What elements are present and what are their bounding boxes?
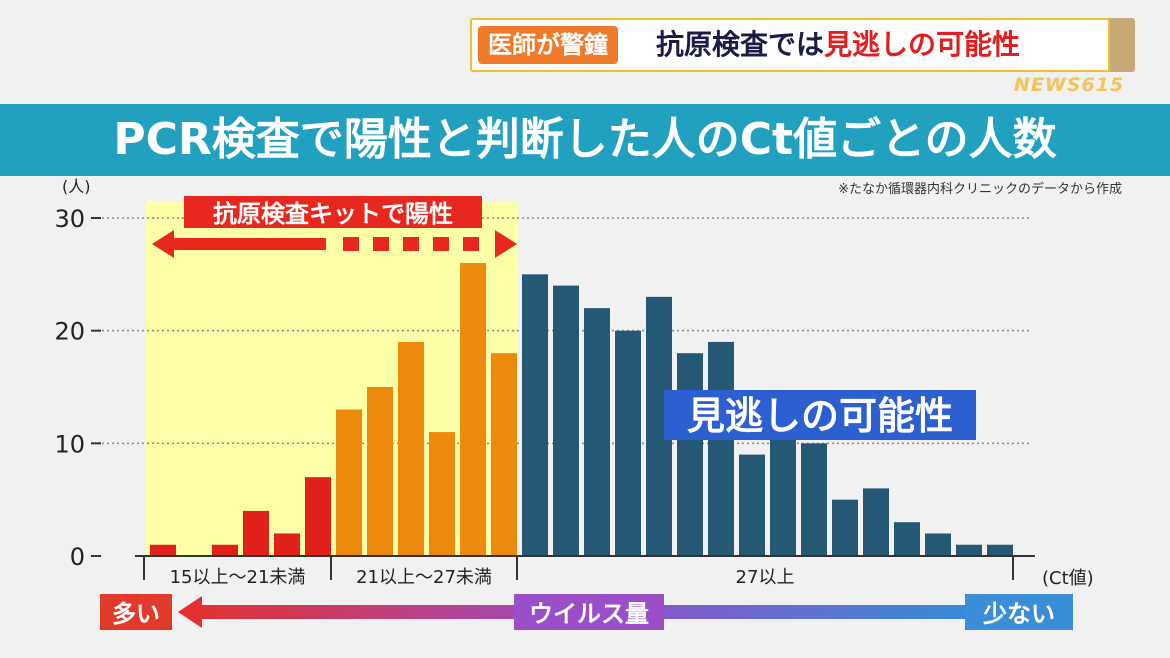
antigen-range-arrow bbox=[152, 230, 517, 258]
group-label: 15以上〜21未満 bbox=[170, 567, 306, 588]
top-caption: 医師が警鐘 抗原検査では見逃しの可能性 bbox=[470, 18, 1135, 72]
bar bbox=[274, 533, 300, 556]
bars bbox=[150, 263, 1013, 556]
group-label: 21以上〜27未満 bbox=[356, 567, 492, 588]
bar bbox=[367, 387, 393, 556]
virus-amount-axis: 多い ウイルス量 少ない bbox=[100, 594, 1073, 630]
bar bbox=[460, 263, 486, 556]
bar bbox=[584, 308, 610, 556]
y-tick-label: 0 bbox=[70, 543, 85, 571]
antigen-label: 抗原検査キットで陽性 bbox=[213, 200, 453, 228]
annotation-box bbox=[664, 390, 976, 440]
bar bbox=[553, 285, 579, 556]
group-label: 27以上 bbox=[736, 567, 795, 588]
network-logo: NEWS615 bbox=[1014, 74, 1125, 96]
bar bbox=[894, 522, 920, 556]
arrow-dash bbox=[373, 237, 389, 251]
bar-chart: 0 10 20 30 (人) 15以上〜21未満 21以上〜27未満 27以上 (Ct値)… bbox=[54, 177, 1094, 589]
bar bbox=[212, 544, 238, 556]
highlight-region bbox=[146, 202, 517, 556]
bar bbox=[801, 443, 827, 556]
arrow-head-right bbox=[495, 230, 517, 258]
y-tick-label: 20 bbox=[54, 318, 85, 346]
y-ticks: 0 10 20 30 bbox=[54, 205, 101, 571]
annotation-text: 見逃しの可能性 bbox=[687, 394, 953, 438]
arrow-dash bbox=[433, 237, 449, 251]
y-tick-label: 30 bbox=[54, 205, 85, 233]
bar bbox=[150, 544, 176, 556]
source-note: ※たなか循環器内科クリニックのデータから作成 bbox=[838, 182, 1122, 197]
caption-text-dark: 抗原検査では bbox=[656, 28, 825, 61]
bar bbox=[956, 544, 982, 556]
group-ticks bbox=[143, 556, 1014, 580]
bar bbox=[677, 353, 703, 556]
title-banner: PCR検査で陽性と判断した人のCt値ごとの人数 bbox=[0, 104, 1170, 176]
caption-text-red: 見逃しの可能性 bbox=[824, 28, 1021, 61]
arrow-head-left bbox=[152, 230, 174, 258]
bar bbox=[708, 341, 734, 556]
virus-label-box bbox=[514, 594, 664, 630]
virus-few-label: 少ない bbox=[982, 600, 1055, 628]
arrow-dash bbox=[343, 237, 359, 251]
bar bbox=[615, 330, 641, 556]
bar bbox=[491, 353, 517, 556]
caption-text: 抗原検査では見逃しの可能性 bbox=[656, 24, 1020, 66]
virus-many-box bbox=[100, 594, 172, 630]
arrow-dash bbox=[463, 237, 479, 251]
bar bbox=[429, 432, 455, 556]
virus-amount-label: ウイルス量 bbox=[529, 600, 649, 628]
bar bbox=[243, 510, 269, 556]
virus-few-box bbox=[965, 594, 1073, 630]
bar bbox=[863, 488, 889, 556]
bar bbox=[987, 544, 1013, 556]
antigen-label-box bbox=[184, 196, 482, 228]
bar bbox=[336, 409, 362, 556]
bar bbox=[770, 432, 796, 556]
bar bbox=[305, 477, 331, 556]
banner-title: PCR検査で陽性と判断した人のCt値ごとの人数 bbox=[113, 114, 1057, 165]
x-axis-label: (Ct値) bbox=[1042, 568, 1094, 589]
virus-many-label: 多い bbox=[112, 600, 160, 628]
bar bbox=[398, 341, 424, 556]
bar bbox=[739, 454, 765, 556]
bar bbox=[522, 274, 548, 556]
y-tick-label: 10 bbox=[54, 430, 85, 458]
y-axis-label: (人) bbox=[62, 177, 91, 196]
group-labels: 15以上〜21未満 21以上〜27未満 27以上 bbox=[170, 567, 795, 588]
bar bbox=[832, 499, 858, 556]
caption-tag: 医師が警鐘 bbox=[478, 26, 618, 64]
caption-box: 医師が警鐘 抗原検査では見逃しの可能性 bbox=[470, 18, 1110, 72]
bar bbox=[925, 533, 951, 556]
arrow-dash bbox=[403, 237, 419, 251]
arrow-shaft bbox=[170, 238, 326, 250]
